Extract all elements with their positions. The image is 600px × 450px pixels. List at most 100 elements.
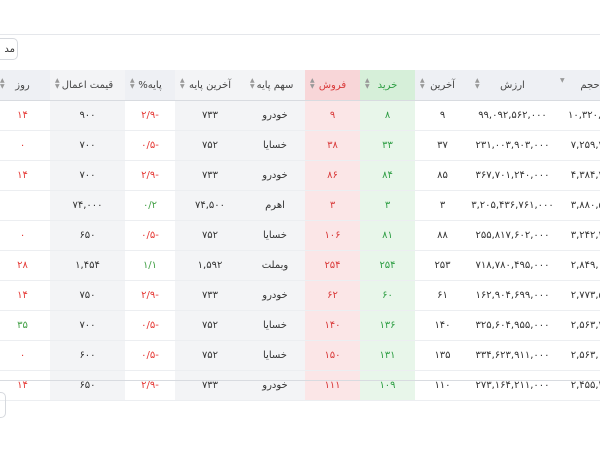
cell: ۳ bbox=[360, 190, 415, 221]
header-label: پایه% bbox=[138, 79, 162, 91]
header-label: سهم پایه bbox=[256, 79, 294, 91]
cell: ۳,۸۸۰,۵۶ bbox=[555, 190, 600, 221]
table-body: ۱۰,۳۲۰,۵۷۹۹,۰۹۲,۵۶۲,۰۰۰۹۸۹خودرو۷۳۳-۲/۹۹۰… bbox=[0, 100, 600, 401]
cell: ۷۳۳ bbox=[175, 100, 245, 131]
table-row: ۳,۲۴۲,۲۸۲۵۵,۸۱۷,۶۰۲,۰۰۰۸۸۸۱۱۰۶خسایا۷۵۲-۰… bbox=[0, 220, 600, 251]
sort-icon: ▲ ▼ bbox=[180, 77, 185, 90]
cell: اهرم bbox=[245, 190, 305, 221]
cell: ۷۳۳ bbox=[175, 370, 245, 401]
cell: ۸۸ bbox=[415, 220, 470, 251]
cell: ۷,۲۵۹,۷۲ bbox=[555, 130, 600, 161]
cell: ۲,۸۴۹,۰۸ bbox=[555, 250, 600, 281]
cell: ۰ bbox=[0, 220, 50, 251]
column-header[interactable]: آخرین پایه ▲ ▼ bbox=[175, 70, 245, 101]
cell: خسایا bbox=[245, 310, 305, 341]
cell: ۲۵۵,۸۱۷,۶۰۲,۰۰۰ bbox=[470, 220, 555, 251]
cell: ۷۵۲ bbox=[175, 310, 245, 341]
cell: ۹ bbox=[305, 100, 360, 131]
cell: ۱۴ bbox=[0, 100, 50, 131]
cell: ۹ bbox=[415, 100, 470, 131]
cell: ۸۵ bbox=[415, 160, 470, 191]
table-row: ۲,۷۷۳,۵۹۱۶۲,۹۰۴,۶۹۹,۰۰۰۶۱۶۰۶۲خودرو۷۳۳-۲/… bbox=[0, 280, 600, 311]
cell: ۱/۱ bbox=[125, 250, 175, 281]
cell: ۳۷ bbox=[415, 130, 470, 161]
cell: ۷۰۰ bbox=[50, 130, 125, 161]
toolbar-button[interactable]: مد bbox=[0, 38, 18, 60]
cell: ۱۰,۳۲۰,۵۷ bbox=[555, 100, 600, 131]
sort-icon: ▲ ▼ bbox=[55, 77, 60, 90]
cell: ۴,۳۸۴,۷۸ bbox=[555, 160, 600, 191]
options-table: حجم ▼ ارزش ▲ ▼ آخرین ▲ ▼ خرید ▲ ▼ فروش ▲ ▼ سهم پایه ▲ ▼ آ… bbox=[0, 70, 600, 401]
cell: خودرو bbox=[245, 160, 305, 191]
column-header[interactable]: آخرین ▲ ▼ bbox=[415, 70, 470, 101]
cell: ۷۱۸,۷۸۰,۴۹۵,۰۰۰ bbox=[470, 250, 555, 281]
cell: ۷۴,۵۰۰ bbox=[175, 190, 245, 221]
cell: ۳۸ bbox=[305, 130, 360, 161]
cell: وبملت bbox=[245, 250, 305, 281]
cell: ۳ bbox=[305, 190, 360, 221]
cell: ۱۰۶ bbox=[305, 220, 360, 251]
column-header[interactable]: فروش ▲ ▼ bbox=[305, 70, 360, 101]
cell: ۳,۲۰۵,۴۳۶,۷۶۱,۰۰۰ bbox=[470, 190, 555, 221]
cell: ۱۱۰ bbox=[415, 370, 470, 401]
cell: ۷۰۰ bbox=[50, 160, 125, 191]
cell: -۲/۹ bbox=[125, 160, 175, 191]
cell: ۲۷۳,۱۶۴,۲۱۱,۰۰۰ bbox=[470, 370, 555, 401]
header-row: حجم ▼ ارزش ▲ ▼ آخرین ▲ ▼ خرید ▲ ▼ فروش ▲ ▼ سهم پایه ▲ ▼ آ… bbox=[0, 70, 600, 101]
column-header[interactable]: سهم پایه ▲ ▼ bbox=[245, 70, 305, 101]
header-label: آخرین پایه bbox=[188, 79, 232, 91]
cell: ۲۳۱,۰۰۳,۹۰۳,۰۰۰ bbox=[470, 130, 555, 161]
cell: ۱۴ bbox=[0, 280, 50, 311]
cell: ۱۵۰ bbox=[305, 340, 360, 371]
sort-icon: ▼ bbox=[560, 77, 565, 84]
cell: ۲,۵۶۳,۷۵ bbox=[555, 310, 600, 341]
cell: ۸۱ bbox=[360, 220, 415, 251]
cell: ۲,۵۶۳,۰۵ bbox=[555, 340, 600, 371]
sort-icon: ▲ ▼ bbox=[475, 77, 480, 90]
table-row: ۲,۸۴۹,۰۸۷۱۸,۷۸۰,۴۹۵,۰۰۰۲۵۳۲۵۴۲۵۴وبملت۱,۵… bbox=[0, 250, 600, 281]
header-label: قیمت اعمال bbox=[61, 79, 114, 91]
cell: -۲/۹ bbox=[125, 100, 175, 131]
cell: ۳,۲۴۲,۲۸ bbox=[555, 220, 600, 251]
cell: ۳۳۴,۶۲۳,۹۱۱,۰۰۰ bbox=[470, 340, 555, 371]
cell: -۲/۹ bbox=[125, 370, 175, 401]
cell: ۱۳۶ bbox=[360, 310, 415, 341]
column-header[interactable]: روز ▲ ▼ bbox=[0, 70, 50, 101]
table-row: ۳,۸۸۰,۵۶۳,۲۰۵,۴۳۶,۷۶۱,۰۰۰۳۳۳اهرم۷۴,۵۰۰۰/… bbox=[0, 190, 600, 221]
cell: ۱۳۱ bbox=[360, 340, 415, 371]
table-row: ۲,۵۶۳,۰۵۳۳۴,۶۲۳,۹۱۱,۰۰۰۱۳۵۱۳۱۱۵۰خسایا۷۵۲… bbox=[0, 340, 600, 371]
cell: ۳۳ bbox=[360, 130, 415, 161]
cell: ۶۵۰ bbox=[50, 370, 125, 401]
pagination-button[interactable] bbox=[0, 392, 6, 418]
column-header[interactable]: خرید ▲ ▼ bbox=[360, 70, 415, 101]
sort-icon: ▲ ▼ bbox=[310, 77, 315, 90]
cell: ۹۰۰ bbox=[50, 100, 125, 131]
cell: ۳۲۵,۶۰۴,۹۵۵,۰۰۰ bbox=[470, 310, 555, 341]
cell: ۱۱۱ bbox=[305, 370, 360, 401]
cell: ۱۳۵ bbox=[415, 340, 470, 371]
table-row: ۴,۳۸۴,۷۸۳۶۷,۷۰۱,۲۴۰,۰۰۰۸۵۸۴۸۶خودرو۷۳۳-۲/… bbox=[0, 160, 600, 191]
column-header[interactable]: ارزش ▲ ▼ bbox=[470, 70, 555, 101]
column-header[interactable]: قیمت اعمال ▲ ▼ bbox=[50, 70, 125, 101]
cell: خودرو bbox=[245, 100, 305, 131]
cell: ۱۴ bbox=[0, 160, 50, 191]
cell: -۰/۵ bbox=[125, 340, 175, 371]
cell: ۱۶۲,۹۰۴,۶۹۹,۰۰۰ bbox=[470, 280, 555, 311]
column-header[interactable]: حجم ▼ bbox=[555, 70, 600, 101]
cell: ۹۹,۰۹۲,۵۶۲,۰۰۰ bbox=[470, 100, 555, 131]
cell: خسایا bbox=[245, 340, 305, 371]
cell: ۸۶ bbox=[305, 160, 360, 191]
cell: ۶۵۰ bbox=[50, 220, 125, 251]
table-row: ۲,۵۶۳,۷۵۳۲۵,۶۰۴,۹۵۵,۰۰۰۱۴۰۱۳۶۱۴۰خسایا۷۵۲… bbox=[0, 310, 600, 341]
cell: ۳۶۷,۷۰۱,۲۴۰,۰۰۰ bbox=[470, 160, 555, 191]
column-header[interactable]: پایه% ▲ ▼ bbox=[125, 70, 175, 101]
cell: ۷۴,۰۰۰ bbox=[50, 190, 125, 221]
table-row: ۲,۴۵۵,۴۰۲۷۳,۱۶۴,۲۱۱,۰۰۰۱۱۰۱۰۹۱۱۱خودرو۷۳۳… bbox=[0, 370, 600, 401]
cell: ۱۰۹ bbox=[360, 370, 415, 401]
cell: ۰/۲ bbox=[125, 190, 175, 221]
cell: ۲۵۴ bbox=[360, 250, 415, 281]
cell: ۱۴ bbox=[0, 370, 50, 401]
cell: -۰/۵ bbox=[125, 130, 175, 161]
